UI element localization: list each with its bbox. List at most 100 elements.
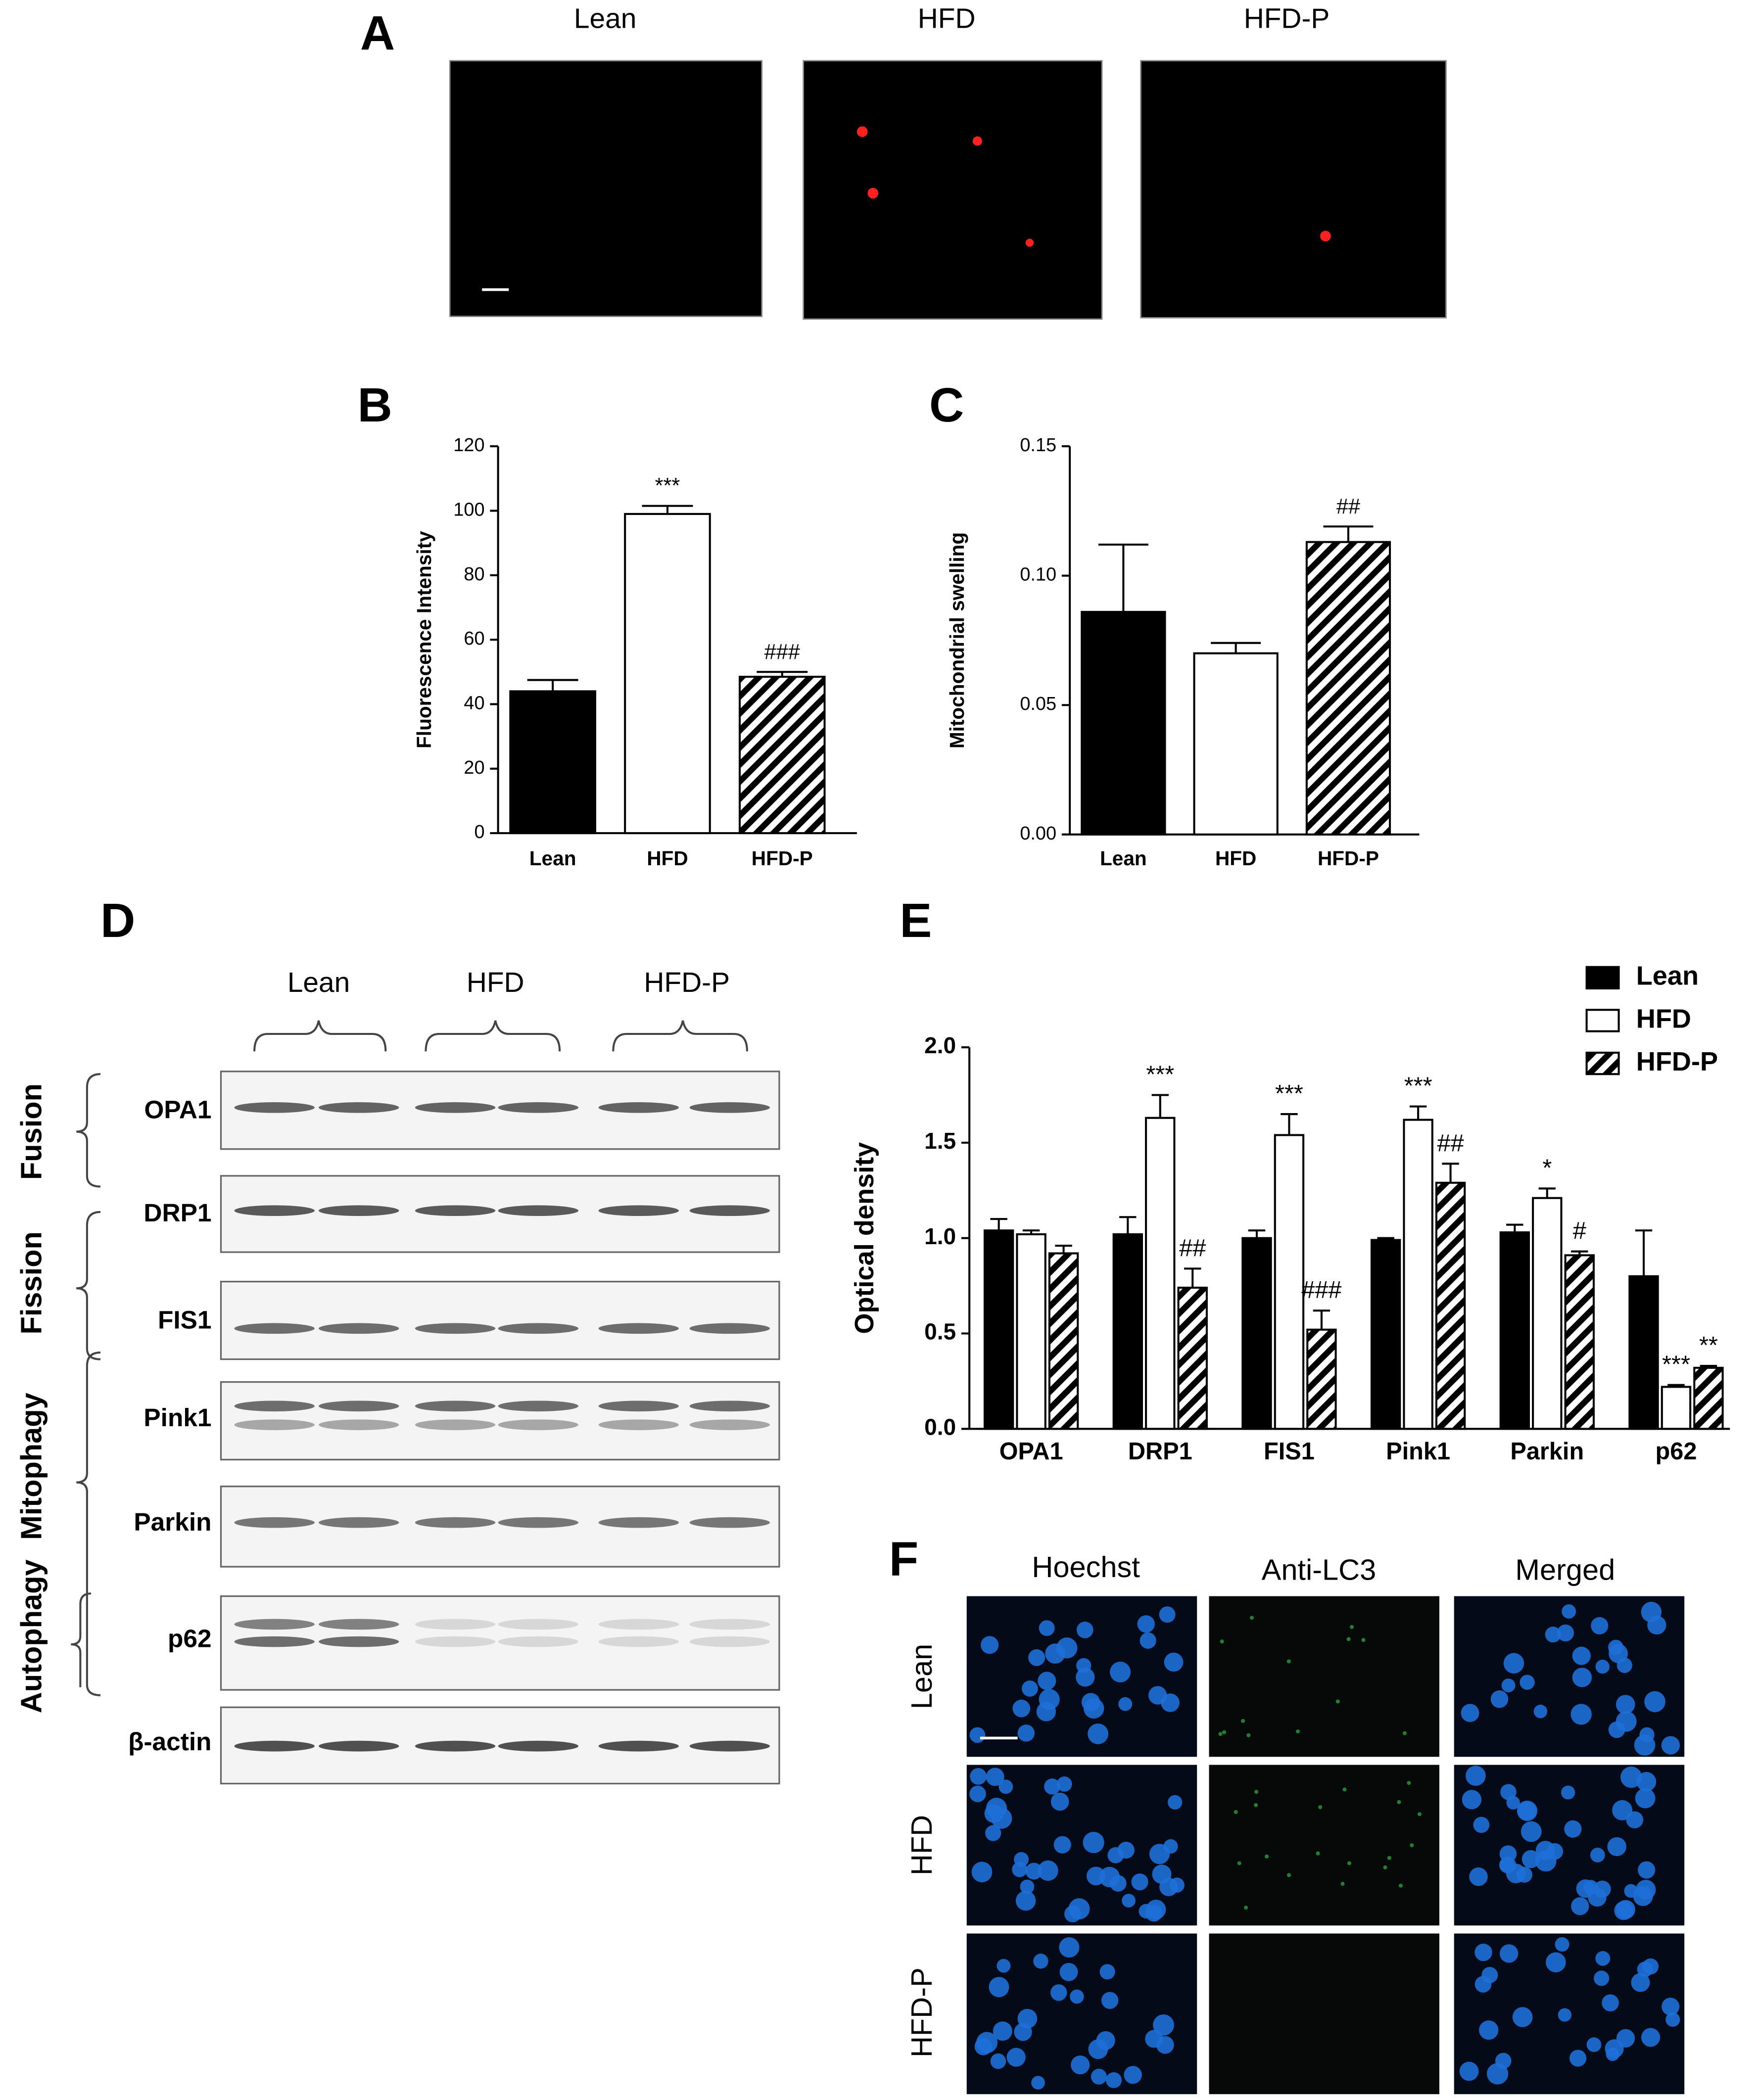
micrographs-f bbox=[966, 1596, 1685, 2095]
blot-frame bbox=[220, 1281, 780, 1360]
y-axis-label: Fluorescence Intensity bbox=[413, 531, 435, 748]
lc3-signal bbox=[1335, 1699, 1340, 1704]
nucleus bbox=[1639, 1727, 1655, 1742]
nucleus bbox=[1159, 1606, 1176, 1623]
blot-band bbox=[234, 1205, 315, 1216]
x-tick-label: HFD-P bbox=[752, 847, 813, 870]
nucleus bbox=[1099, 1867, 1120, 1888]
column-title: Anti-LC3 bbox=[1262, 1553, 1377, 1587]
spot bbox=[1025, 238, 1034, 247]
row-label: OPA1 bbox=[144, 1095, 211, 1124]
nucleus bbox=[1076, 1621, 1093, 1638]
y-tick-label: 0.05 bbox=[1020, 694, 1056, 714]
y-tick-label: 0 bbox=[474, 822, 484, 842]
column-title: Hoechst bbox=[1032, 1550, 1140, 1584]
nucleus bbox=[970, 1768, 987, 1785]
process-label: Fusion bbox=[14, 1083, 48, 1180]
blot-band bbox=[234, 1636, 315, 1647]
nucleus bbox=[1594, 1970, 1610, 1986]
nucleus bbox=[1153, 2014, 1174, 2036]
nucleus bbox=[1635, 1788, 1656, 1809]
nucleus bbox=[1501, 1679, 1516, 1692]
nucleus bbox=[1644, 1691, 1665, 1713]
bar bbox=[1532, 1197, 1563, 1430]
lc3-signal bbox=[1254, 1789, 1259, 1794]
nucleus bbox=[1570, 1704, 1592, 1725]
blot-band bbox=[689, 1517, 770, 1528]
group-title: HFD-P bbox=[644, 967, 730, 998]
error-bar bbox=[1022, 1229, 1040, 1234]
bracket bbox=[253, 1020, 387, 1052]
lc3-signal bbox=[1286, 1659, 1291, 1664]
process-label: Fission bbox=[14, 1231, 48, 1334]
nucleus bbox=[1620, 1766, 1642, 1788]
blot-band bbox=[689, 1205, 770, 1216]
nucleus bbox=[1068, 1898, 1090, 1919]
blot-band bbox=[598, 1400, 679, 1412]
nucleus bbox=[1490, 1690, 1509, 1708]
nucleus bbox=[1124, 2066, 1142, 2084]
error-bar bbox=[1442, 1163, 1459, 1183]
lc3-signal bbox=[1254, 1803, 1258, 1807]
spot bbox=[856, 126, 868, 137]
blot-band bbox=[415, 1619, 496, 1630]
blot-band bbox=[689, 1619, 770, 1630]
significance-label: *** bbox=[1275, 1080, 1303, 1107]
error-bar bbox=[1055, 1245, 1072, 1254]
significance-label: ## bbox=[1336, 495, 1360, 518]
y-tick-label: 0.10 bbox=[1020, 564, 1056, 585]
blot-band bbox=[689, 1740, 770, 1752]
blot-band bbox=[234, 1400, 315, 1412]
group-title: HFD bbox=[467, 967, 524, 998]
bar bbox=[1193, 652, 1279, 836]
bracket bbox=[76, 1073, 101, 1188]
nucleus bbox=[1499, 1845, 1517, 1863]
legend-swatch bbox=[1585, 1009, 1620, 1032]
blot-band bbox=[234, 1619, 315, 1630]
significance-label: ## bbox=[1179, 1235, 1206, 1261]
significance-label: ## bbox=[1437, 1130, 1464, 1157]
nucleus bbox=[1101, 1992, 1119, 2009]
nucleus bbox=[1545, 1627, 1561, 1643]
nucleus bbox=[1050, 1984, 1067, 2001]
nucleus bbox=[1569, 2050, 1587, 2067]
micrographs-a bbox=[449, 60, 1447, 320]
x-tick-label: p62 bbox=[1656, 1438, 1697, 1465]
lc3-signal bbox=[1346, 1637, 1351, 1641]
micrograph bbox=[1209, 1765, 1439, 1926]
nucleus bbox=[1014, 2023, 1032, 2041]
spot bbox=[1320, 231, 1331, 242]
error-bar bbox=[1098, 543, 1148, 612]
error-bar bbox=[1409, 1105, 1427, 1120]
nucleus bbox=[1159, 1877, 1178, 1897]
blot-band bbox=[319, 1400, 399, 1412]
blot-band bbox=[689, 1102, 770, 1113]
nucleus bbox=[1662, 1998, 1680, 2016]
row-label: Pink1 bbox=[143, 1403, 211, 1432]
significance-label: ### bbox=[764, 640, 800, 664]
nucleus bbox=[1614, 1901, 1633, 1920]
x-tick-label: HFD-P bbox=[1318, 847, 1379, 870]
blot-band bbox=[498, 1205, 578, 1216]
bracket bbox=[76, 1211, 101, 1360]
blot-band bbox=[234, 1517, 315, 1528]
legend-swatch bbox=[1585, 1051, 1620, 1075]
nucleus bbox=[1039, 1620, 1055, 1636]
blot-frame bbox=[220, 1595, 780, 1691]
nucleus bbox=[1503, 1653, 1524, 1674]
panel-label: B bbox=[358, 378, 392, 432]
nucleus bbox=[1608, 1639, 1624, 1655]
blot-band bbox=[598, 1102, 679, 1113]
nucleus bbox=[1059, 1962, 1078, 1981]
bar bbox=[1016, 1233, 1046, 1430]
blot-band bbox=[498, 1400, 578, 1412]
bracket bbox=[612, 1020, 748, 1052]
bar bbox=[1177, 1286, 1208, 1430]
bar bbox=[624, 513, 711, 835]
error-bar bbox=[1248, 1229, 1266, 1238]
nucleus bbox=[1038, 1860, 1058, 1881]
row-label: Lean bbox=[905, 1644, 938, 1709]
blot-band bbox=[498, 1102, 578, 1113]
nucleus bbox=[1479, 2020, 1499, 2040]
nucleus bbox=[1071, 2055, 1090, 2075]
